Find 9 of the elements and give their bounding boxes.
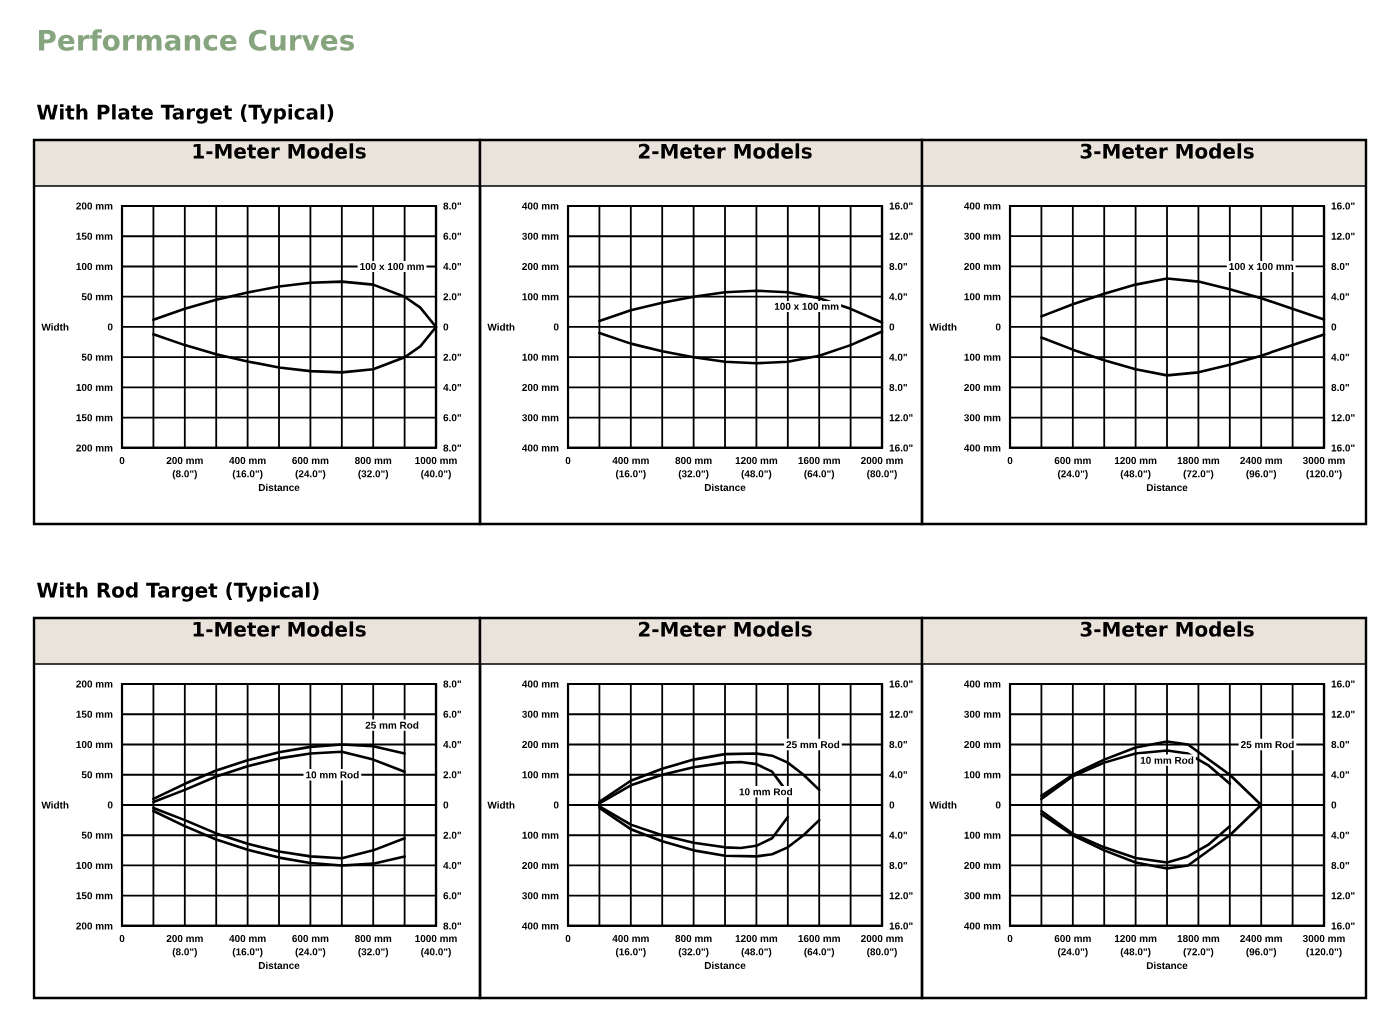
text: Performance Curves xyxy=(38,29,354,51)
chart-title: 3-Meter Models xyxy=(1080,143,1254,159)
chart-title: 1-Meter Models xyxy=(193,143,366,159)
text: With Plate Target (Typical) xyxy=(37,104,334,124)
chart-title: 2-Meter Models xyxy=(638,621,812,637)
chart-title: 3-Meter Models xyxy=(1080,621,1254,637)
text: With Rod Target (Typical) xyxy=(37,582,319,602)
chart-title: 1-Meter Models xyxy=(193,621,366,637)
chart-title: 2-Meter Models xyxy=(638,143,812,159)
